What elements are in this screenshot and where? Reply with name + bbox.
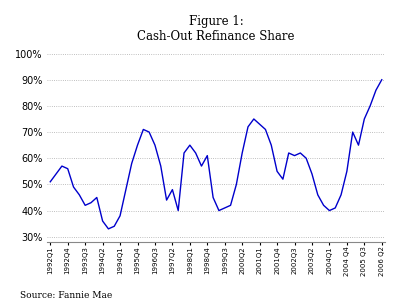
Title: Figure 1:
Cash-Out Refinance Share: Figure 1: Cash-Out Refinance Share xyxy=(137,15,295,43)
Text: Source: Fannie Mae: Source: Fannie Mae xyxy=(20,292,112,300)
